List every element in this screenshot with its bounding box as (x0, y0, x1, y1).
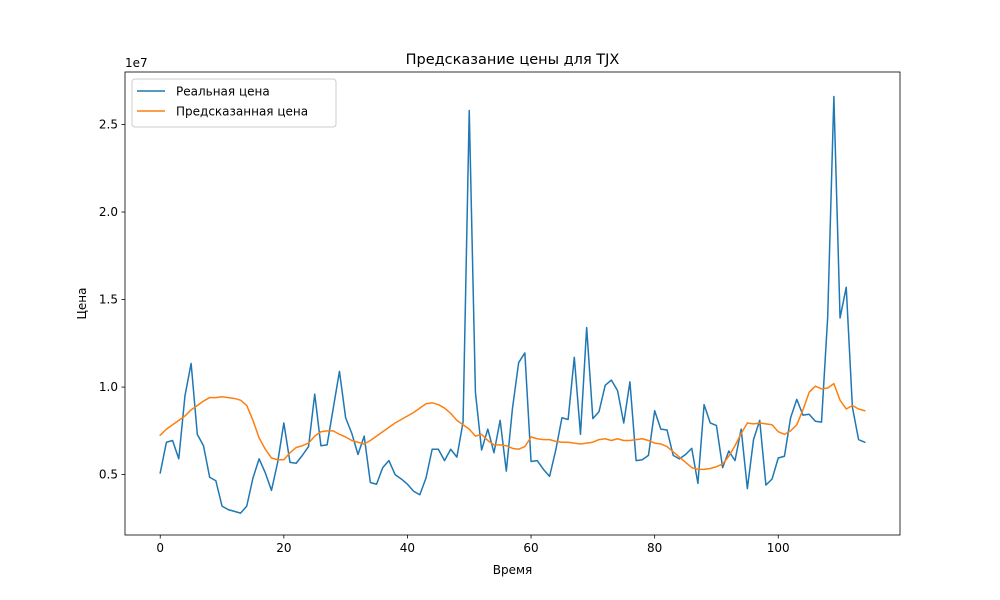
x-tick-label: 100 (767, 541, 790, 555)
y-tick-label: 2.5 (99, 118, 118, 132)
legend-box (131, 78, 337, 128)
y-tick-label: 1.5 (99, 293, 118, 307)
y-tick-label: 0.5 (99, 468, 118, 482)
x-axis: 0 20 40 60 80 100 (156, 535, 790, 555)
plot-area (124, 71, 901, 536)
x-axis-label: Время (493, 563, 533, 577)
series-line-1 (159, 95, 866, 514)
x-tick-label: 80 (647, 541, 662, 555)
x-tick-label: 60 (523, 541, 538, 555)
x-tick-label: 20 (276, 541, 291, 555)
legend-label: Реальная цена (176, 85, 270, 99)
y-axis: 0.5 1.0 1.5 2.0 2.5 (99, 118, 125, 482)
y-tick-label: 1.0 (99, 380, 118, 394)
plot-frame (124, 71, 901, 536)
x-tick-label: 40 (400, 541, 415, 555)
legend: Реальная цена Предсказанная цена (131, 78, 337, 128)
plot-background (125, 72, 900, 535)
chart-title: Предсказание цены для TJX (406, 52, 620, 68)
y-axis-label: Цена (75, 288, 89, 320)
y-tick-label: 2.0 (99, 205, 118, 219)
series-line-2 (159, 382, 866, 471)
legend-label: Предсказанная цена (176, 105, 308, 119)
series-layer (159, 95, 866, 514)
x-tick-label: 0 (156, 541, 164, 555)
y-offset-text: 1e7 (125, 56, 148, 70)
